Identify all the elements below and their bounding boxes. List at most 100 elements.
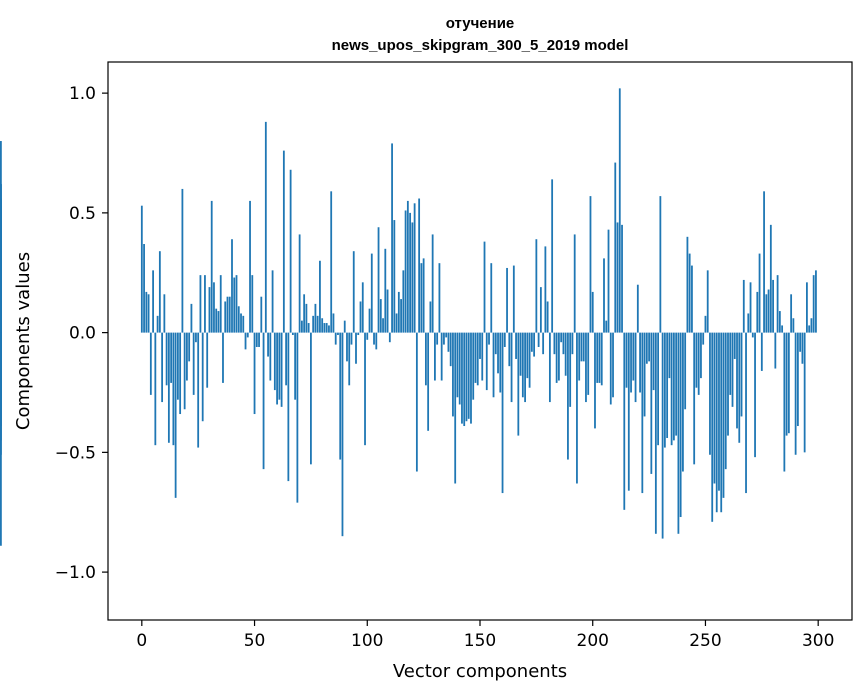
bar-94 — [352, 251, 355, 333]
bar-244 — [691, 265, 693, 333]
bar-263 — [733, 332, 736, 359]
bar-147 — [472, 332, 475, 400]
bar-17 — [179, 332, 182, 415]
bar-139 — [454, 332, 457, 484]
bar-259 — [724, 332, 727, 470]
bar-140 — [456, 332, 459, 398]
bar-61 — [278, 332, 281, 400]
bar-66 — [289, 169, 292, 333]
bar-54 — [262, 332, 265, 470]
bar-159 — [499, 332, 502, 393]
bar-227 — [652, 332, 655, 391]
bar-185 — [558, 332, 560, 381]
bar-75 — [310, 332, 312, 465]
bar-96 — [357, 332, 360, 336]
bar-102 — [370, 253, 373, 333]
bar-7 — [156, 315, 159, 333]
bar-217 — [630, 332, 632, 393]
bar-225 — [648, 332, 650, 362]
bar-56 — [267, 332, 269, 357]
bar-58 — [271, 270, 274, 333]
bar-40 — [231, 239, 233, 333]
bar-224 — [645, 332, 648, 364]
bar-104 — [375, 332, 378, 350]
bar-188 — [564, 332, 567, 376]
bar-118 — [406, 200, 409, 333]
bar-144 — [465, 332, 468, 422]
bar-95 — [355, 332, 357, 364]
bar-1 — [143, 244, 145, 333]
bar-29 — [206, 332, 209, 388]
bar-239 — [679, 332, 682, 518]
bar-145 — [467, 332, 470, 419]
bar-269 — [747, 313, 750, 333]
bar-92 — [348, 332, 351, 386]
y-axis-ticks: −1.0 −0.5 0.0 0.5 1.0 — [55, 84, 108, 583]
bar-30 — [208, 287, 211, 333]
y-tick-label-4: 1.0 — [69, 84, 96, 104]
bar-81 — [323, 323, 326, 333]
bar-205 — [603, 258, 605, 333]
bar-53 — [260, 296, 263, 333]
bar-160 — [501, 332, 504, 494]
bar-15 — [174, 332, 177, 498]
bar-291 — [796, 332, 799, 427]
bar-273 — [756, 291, 759, 333]
bar-76 — [312, 315, 315, 333]
bar-290 — [794, 332, 797, 455]
bar-258 — [722, 332, 725, 498]
bar-131 — [436, 332, 439, 345]
bar-200 — [591, 291, 594, 333]
bar-195 — [580, 332, 583, 362]
bar-284 — [781, 325, 784, 333]
bar-221 — [639, 332, 641, 393]
bar-110 — [388, 332, 391, 343]
bar-146 — [470, 332, 472, 424]
bar-42 — [235, 275, 238, 333]
bar-undefined — [0, 332, 2, 546]
bar-183 — [553, 332, 556, 355]
bar-83 — [328, 325, 330, 333]
bar-287 — [787, 332, 790, 434]
bar-251 — [706, 270, 709, 333]
bar-156 — [492, 332, 495, 398]
bar-65 — [287, 332, 290, 482]
bar-154 — [488, 332, 490, 345]
bar-138 — [452, 332, 454, 417]
bar-148 — [474, 332, 477, 383]
bar-163 — [508, 332, 511, 367]
bar-136 — [447, 332, 450, 352]
bar-12 — [167, 332, 170, 443]
bar-128 — [429, 301, 432, 333]
bar-222 — [641, 332, 644, 494]
bar-295 — [806, 282, 808, 333]
bar-91 — [346, 332, 348, 362]
bar-107 — [382, 318, 384, 333]
bar-33 — [215, 308, 218, 333]
bar-49 — [251, 275, 254, 333]
bar-213 — [621, 224, 623, 333]
bar-255 — [715, 332, 718, 513]
bar-116 — [402, 270, 405, 333]
bar-142 — [461, 332, 463, 424]
bar-115 — [400, 299, 402, 333]
bar-278 — [767, 289, 770, 333]
bar-152 — [483, 241, 486, 333]
bar-31 — [210, 200, 213, 333]
bar-177 — [539, 287, 542, 333]
bar-206 — [605, 320, 608, 333]
bar-3 — [147, 294, 150, 333]
bar-90 — [343, 320, 346, 333]
bar-35 — [219, 275, 222, 333]
bar-79 — [319, 260, 321, 333]
y-tick-label-3: 0.5 — [69, 204, 96, 224]
bar-286 — [785, 332, 788, 436]
bar-265 — [738, 332, 741, 443]
bar-32 — [213, 282, 215, 333]
bar-176 — [537, 332, 540, 347]
bar-171 — [526, 332, 529, 379]
bar-129 — [431, 234, 434, 333]
bar-109 — [386, 289, 389, 333]
bar-undefined — [0, 270, 2, 333]
